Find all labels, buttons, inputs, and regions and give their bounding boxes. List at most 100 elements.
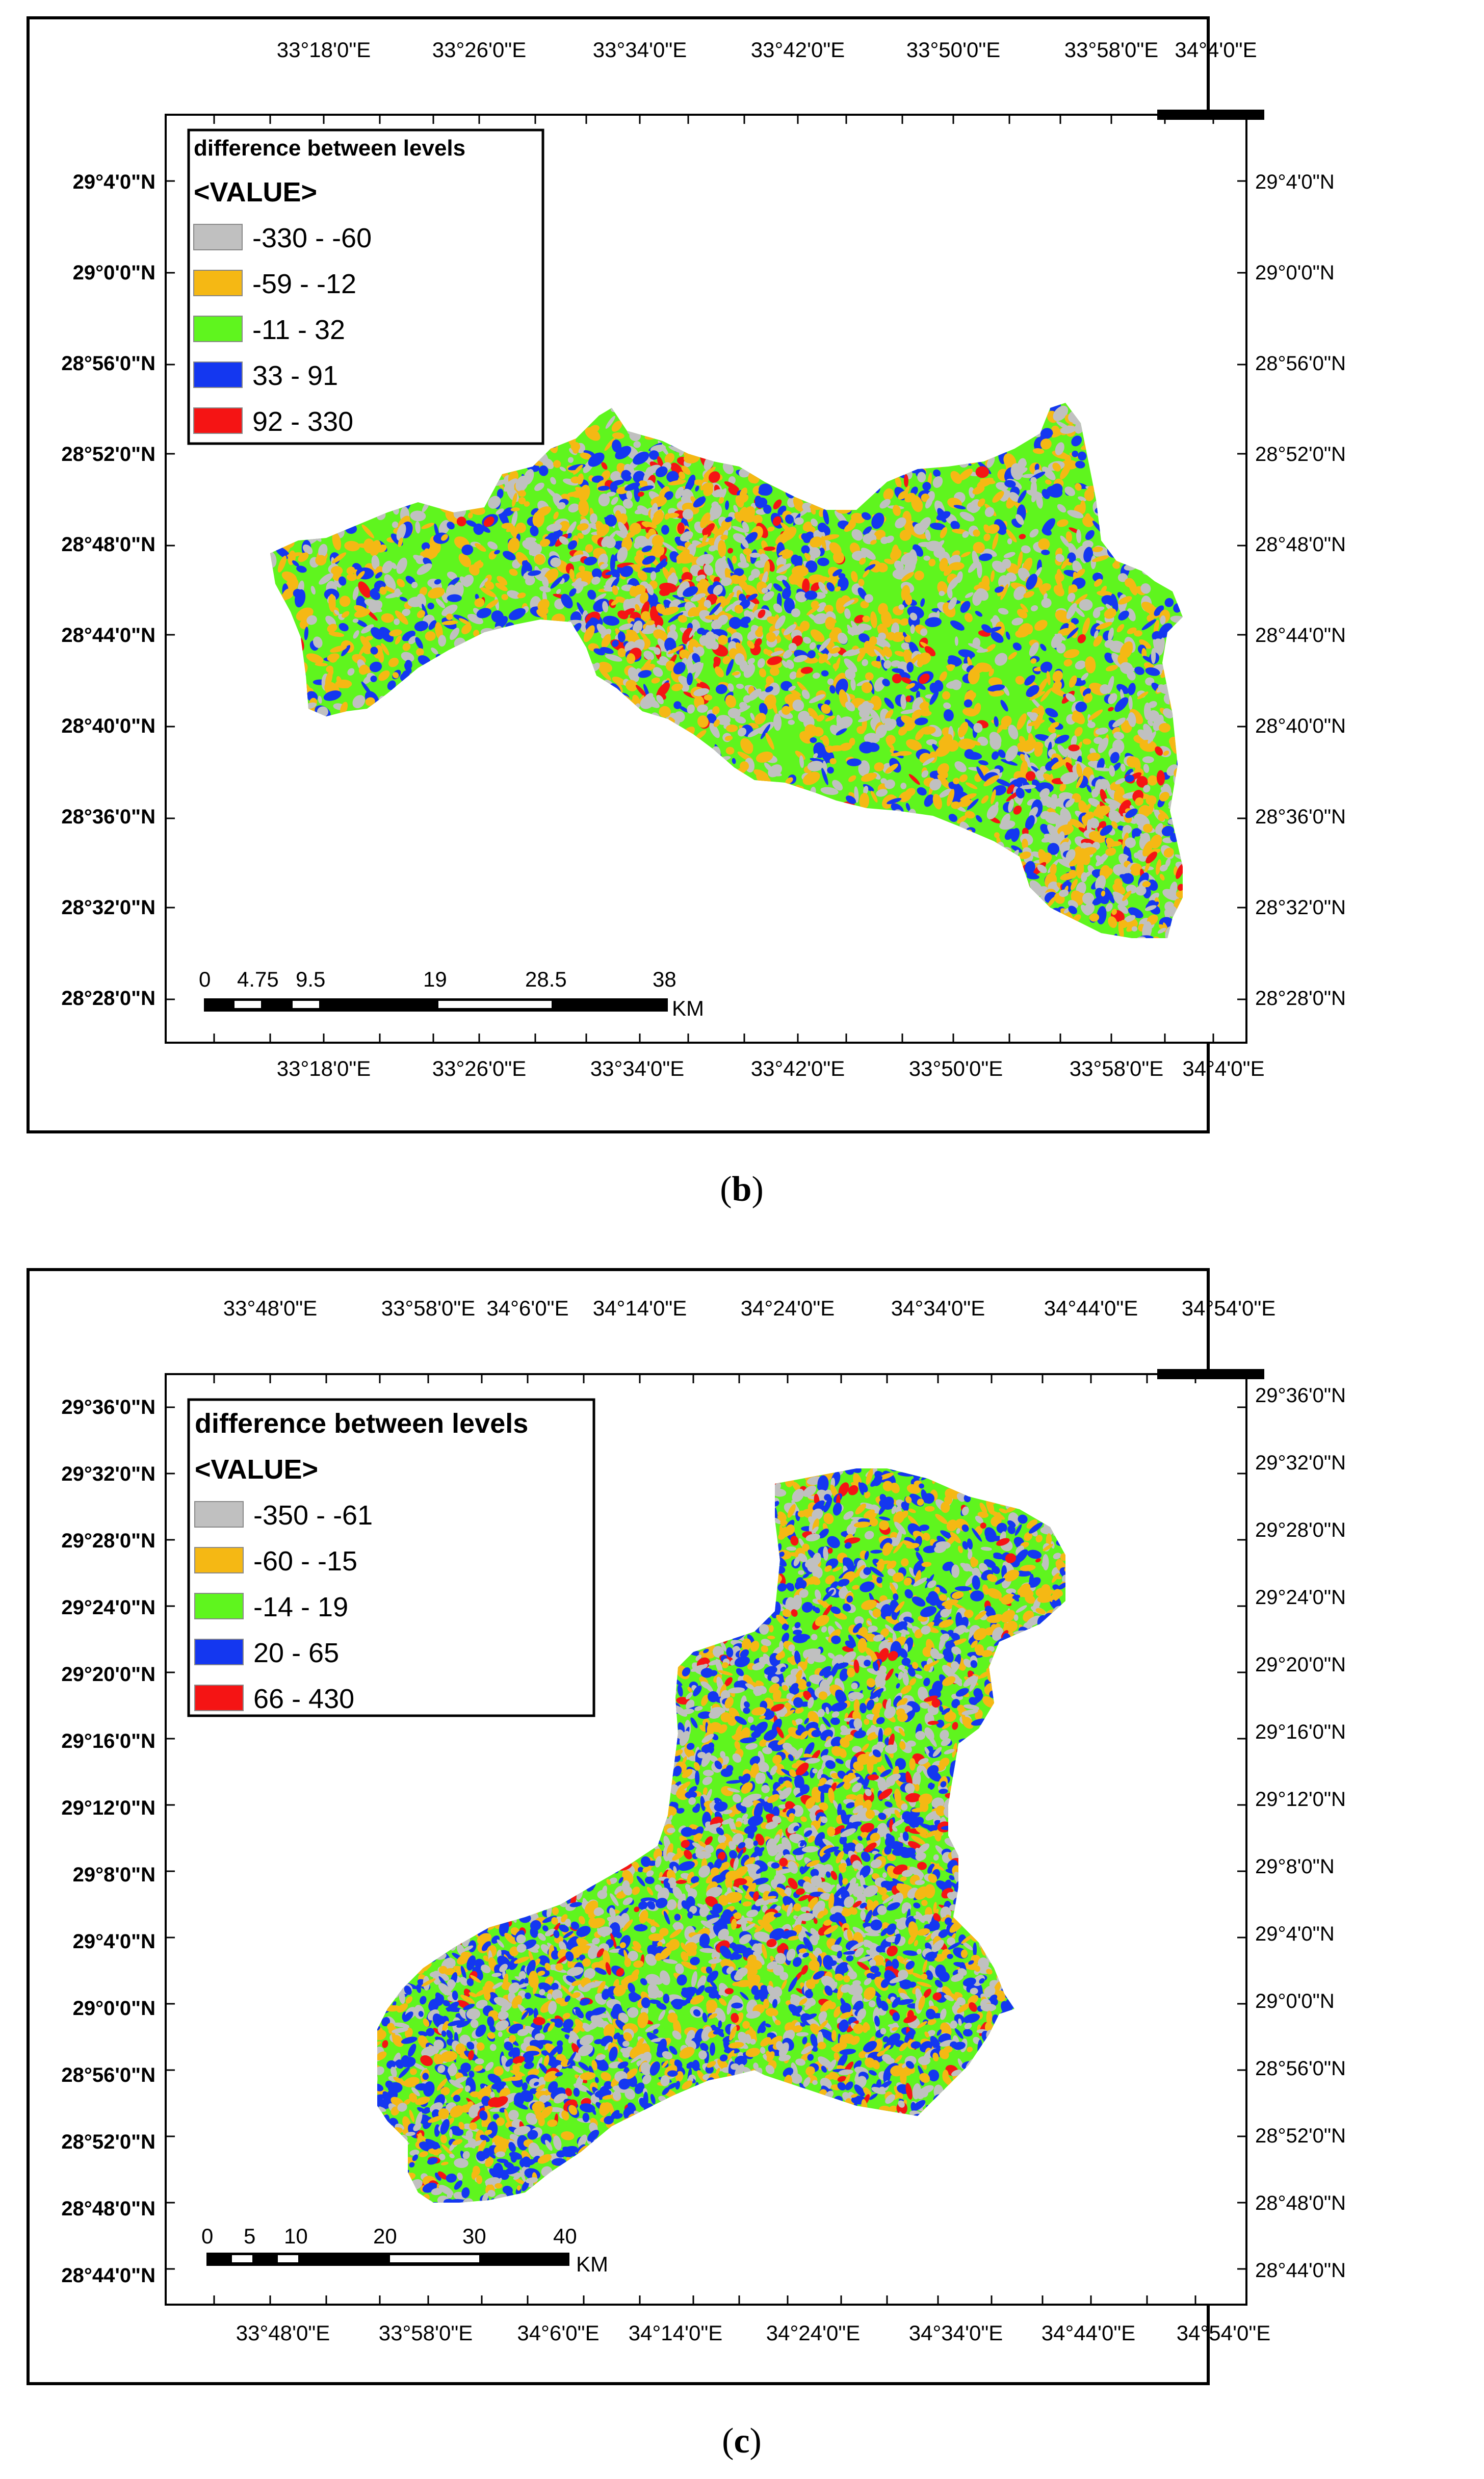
legend-swatch xyxy=(193,224,243,250)
scale-tick-label: 4.75 xyxy=(237,967,279,991)
lat-label: 29°0'0"N xyxy=(1255,1990,1335,2012)
lat-label: 28°52'0"N xyxy=(1255,2125,1346,2147)
lat-label: 29°12'0"N xyxy=(1255,1788,1346,1811)
map-panel-b: 33°18'0"E 33°26'0"E 33°34'0"E 33°42'0"E … xyxy=(27,16,1346,1133)
lat-label: 29°36'0"N xyxy=(61,1396,155,1418)
lon-label: 33°50'0"E xyxy=(906,38,1001,62)
lat-label: 29°0'0"N xyxy=(1255,262,1335,284)
scale-tick-label: 19 xyxy=(423,967,447,991)
legend-box xyxy=(187,128,544,445)
lat-label: 28°36'0"N xyxy=(1255,806,1346,828)
lon-label: 33°50'0"E xyxy=(909,1056,1003,1080)
scale-tick-label: 0 xyxy=(199,967,211,991)
legend-subtitle: <VALUE> xyxy=(195,1454,318,1485)
lon-label: 33°18'0"E xyxy=(277,38,371,62)
lon-label: 34°6'0"E xyxy=(517,2321,599,2345)
lon-label: 34°14'0"E xyxy=(629,2321,723,2345)
scale-tick-label: 28.5 xyxy=(525,967,567,991)
lon-label: 34°24'0"E xyxy=(741,1296,835,1320)
legend-label: -60 - -15 xyxy=(253,1546,357,1577)
caption-letter: b xyxy=(732,1170,752,1209)
legend: difference between levels <VALUE> -350 -… xyxy=(187,1398,595,1717)
lat-label: 28°48'0"N xyxy=(61,533,155,556)
lat-label: 29°20'0"N xyxy=(1255,1654,1346,1676)
lon-label: 34°54'0"E xyxy=(1177,2321,1271,2345)
panel-caption-b: (b) xyxy=(720,1170,764,1209)
legend-swatch xyxy=(194,1685,244,1711)
legend-box xyxy=(187,1398,595,1717)
lat-label: 29°12'0"N xyxy=(61,1797,155,1819)
lon-label: 33°42'0"E xyxy=(751,1056,845,1080)
lat-label: 29°20'0"N xyxy=(61,1663,155,1686)
legend-swatch xyxy=(193,361,243,388)
scale-tick-label: 40 xyxy=(553,2224,577,2248)
north-bar xyxy=(1157,1369,1264,1379)
lat-label: 29°16'0"N xyxy=(1255,1721,1346,1743)
lon-label: 34°4'0"E xyxy=(1182,1056,1264,1080)
lat-label: 28°56'0"N xyxy=(61,352,155,375)
lon-label: 33°34'0"E xyxy=(593,38,687,62)
lon-label: 33°58'0"E xyxy=(379,2321,473,2345)
lon-label: 34°44'0"E xyxy=(1044,1296,1138,1320)
legend-swatch xyxy=(193,270,243,296)
lat-label: 29°28'0"N xyxy=(1255,1519,1346,1541)
map-panel-c: 33°48'0"E 33°58'0"E 34°6'0"E 34°14'0"E 3… xyxy=(27,1268,1346,2385)
lat-label: 29°8'0"N xyxy=(73,1864,155,1886)
legend-label: -14 - 19 xyxy=(253,1592,348,1622)
top-longitude-labels: 33°18'0"E 33°26'0"E 33°34'0"E 33°42'0"E … xyxy=(277,38,1257,62)
lat-label: 28°32'0"N xyxy=(61,896,155,919)
lon-label: 33°48'0"E xyxy=(223,1296,318,1320)
lat-label: 28°56'0"N xyxy=(61,2064,155,2086)
legend-label: 92 - 330 xyxy=(252,406,353,437)
bottom-longitude-labels: 33°18'0"E 33°26'0"E 33°34'0"E 33°42'0"E … xyxy=(277,1056,1265,1080)
lat-label: 28°40'0"N xyxy=(61,715,155,737)
panel-caption-c: (c) xyxy=(722,2421,762,2461)
bottom-longitude-labels: 33°48'0"E 33°58'0"E 34°6'0"E 34°14'0"E 3… xyxy=(236,2321,1271,2345)
grid-ticks xyxy=(166,1374,1246,2305)
lat-label: 29°28'0"N xyxy=(61,1530,155,1552)
scale-tick-label: 30 xyxy=(462,2224,486,2248)
lon-label: 34°4'0"E xyxy=(1175,38,1257,62)
lat-label: 28°36'0"N xyxy=(61,806,155,828)
lat-label: 28°32'0"N xyxy=(1255,896,1346,919)
lat-label: 28°28'0"N xyxy=(1255,987,1346,1010)
scale-unit: KM xyxy=(672,996,704,1020)
lon-label: 34°6'0"E xyxy=(486,1296,568,1320)
lat-label: 29°36'0"N xyxy=(1255,1384,1346,1407)
legend-label: -350 - -61 xyxy=(253,1500,373,1531)
scale-tick-label: 5 xyxy=(244,2224,255,2248)
lat-label: 28°56'0"N xyxy=(1255,352,1346,375)
legend-swatch xyxy=(193,407,243,434)
lat-label: 29°4'0"N xyxy=(1255,171,1335,193)
scale-tick-label: 10 xyxy=(284,2224,308,2248)
caption-letter: c xyxy=(734,2421,749,2461)
legend-label: -59 - -12 xyxy=(252,269,356,299)
lat-label: 28°44'0"N xyxy=(61,624,155,647)
lon-label: 33°42'0"E xyxy=(751,38,845,62)
lat-label: 28°48'0"N xyxy=(1255,2192,1346,2214)
lat-label: 28°52'0"N xyxy=(61,2131,155,2153)
grid-ticks xyxy=(166,115,1246,1043)
legend-label: -330 - -60 xyxy=(252,223,372,253)
lat-label: 29°24'0"N xyxy=(61,1596,155,1619)
left-latitude-labels: 29°4'0"N 29°0'0"N 28°56'0"N 28°52'0"N 28… xyxy=(61,171,155,1010)
legend-swatch xyxy=(194,1593,244,1619)
lon-label: 33°48'0"E xyxy=(236,2321,330,2345)
lat-label: 28°52'0"N xyxy=(1255,443,1346,466)
legend-swatch xyxy=(193,316,243,342)
scale-tick-label: 20 xyxy=(373,2224,397,2248)
scale-tick-label: 9.5 xyxy=(296,967,325,991)
legend-label: 20 - 65 xyxy=(253,1638,339,1668)
lon-label: 33°34'0"E xyxy=(590,1056,685,1080)
lat-label: 29°4'0"N xyxy=(1255,1923,1335,1945)
lon-label: 34°54'0"E xyxy=(1182,1296,1276,1320)
lat-label: 28°40'0"N xyxy=(1255,715,1346,737)
scale-unit: KM xyxy=(576,2252,608,2276)
lat-label: 29°4'0"N xyxy=(73,171,155,193)
lon-label: 33°58'0"E xyxy=(1064,38,1159,62)
lon-label: 34°34'0"E xyxy=(909,2321,1003,2345)
lat-label: 29°32'0"N xyxy=(1255,1452,1346,1474)
right-latitude-labels: 29°36'0"N 29°32'0"N 29°28'0"N 29°24'0"N … xyxy=(1255,1384,1346,2282)
legend-title: difference between levels xyxy=(195,1408,528,1439)
